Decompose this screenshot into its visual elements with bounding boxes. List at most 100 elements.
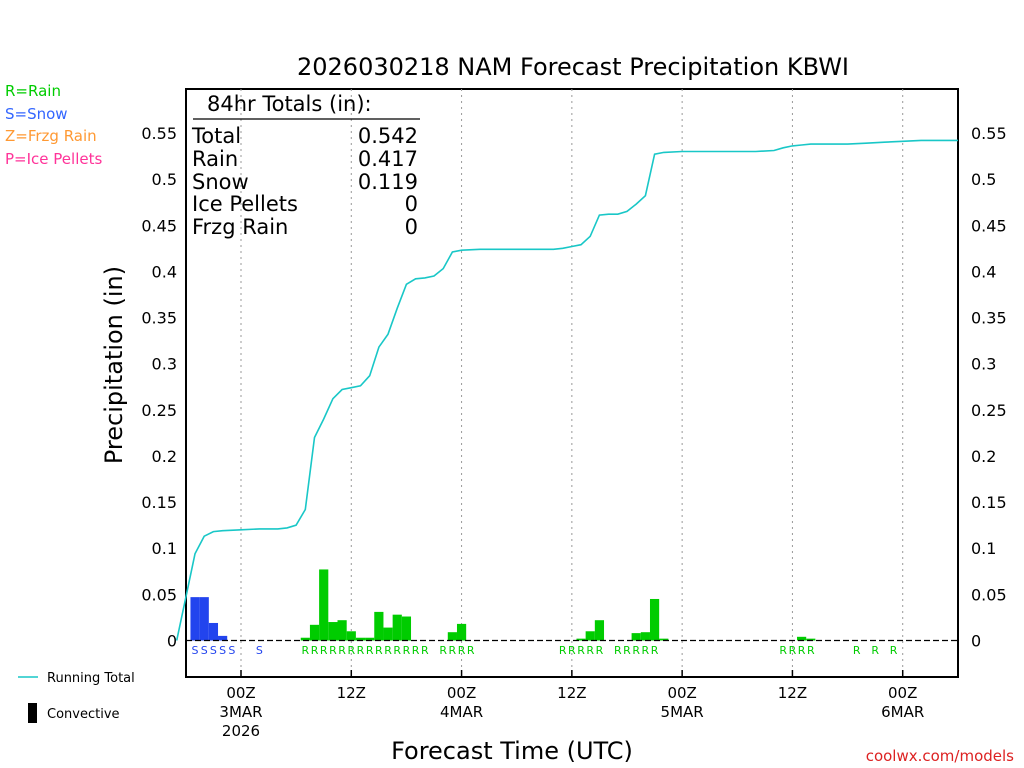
y-tick-label-left: 0.2: [152, 447, 177, 466]
precip-type-marker: S: [210, 644, 217, 657]
grid-layer: [240, 89, 904, 677]
precip-bar: [806, 638, 816, 641]
precip-bar: [797, 636, 807, 641]
y-tick-label-right: 0.1: [971, 539, 996, 558]
precip-type-marker: R: [467, 644, 475, 657]
y-axis-label: Precipitation (in): [100, 266, 128, 464]
totals-value-rain: 0.417: [358, 147, 418, 171]
precip-type-marker: R: [311, 644, 319, 657]
precip-type-marker: R: [458, 644, 466, 657]
totals-label-snow: Snow: [192, 170, 249, 194]
legend-snow: S=Snow: [5, 105, 68, 123]
precip-bar: [199, 597, 209, 641]
totals-label-rain: Rain: [192, 147, 238, 171]
precip-bar: [649, 598, 660, 641]
precip-bar: [346, 631, 356, 641]
y-tick-label-left: 0.45: [141, 216, 177, 235]
line-layer: [175, 139, 958, 641]
y-tick-label-left: 0.05: [141, 585, 177, 604]
totals-heading: 84hr Totals (in):: [207, 92, 372, 116]
precip-type-marker: R: [384, 644, 392, 657]
credit-text: coolwx.com/models: [866, 747, 1014, 765]
precip-type-marker: R: [642, 644, 650, 657]
x-tick-label: 4MAR: [440, 703, 483, 721]
legend-rain: R=Rain: [5, 82, 61, 100]
precip-bar: [328, 622, 338, 641]
precip-type-marker: S: [256, 644, 263, 657]
precip-type-marker: R: [596, 644, 604, 657]
y-tick-label-right: 0.25: [971, 401, 1007, 420]
precip-type-marker: R: [449, 644, 457, 657]
totals-value-frzg-rain: 0: [405, 215, 418, 239]
totals-value-total: 0.542: [358, 124, 418, 148]
y-tick-label-left: 0.35: [141, 309, 177, 328]
precip-type-marker: R: [393, 644, 401, 657]
totals-value-ice-pellets: 0: [405, 192, 418, 216]
y-tick-label-left: 0.1: [152, 539, 177, 558]
x-tick-label: 00Z: [226, 684, 255, 702]
y-tick-label-right: 0.4: [971, 262, 996, 281]
totals-box: 84hr Totals (in): Total 0.542 Rain 0.417…: [191, 92, 420, 239]
precip-bar: [208, 622, 219, 641]
precip-type-marker: R: [439, 644, 447, 657]
precip-type-marker: R: [779, 644, 787, 657]
precip-type-marker: R: [375, 644, 383, 657]
x-tick-label: 00Z: [447, 684, 476, 702]
x-tick-label: 00Z: [888, 684, 917, 702]
y-tick-label-left: 0: [167, 632, 177, 651]
totals-value-snow: 0.119: [358, 170, 418, 194]
precip-type-marker: R: [338, 644, 346, 657]
y-tick-label-left: 0.55: [141, 124, 177, 143]
precip-bar: [585, 631, 595, 641]
precip-type-marker: R: [559, 644, 567, 657]
precip-bar: [190, 597, 200, 641]
y-tick-label-left: 0.3: [152, 355, 177, 374]
y-tick-label-right: 0.15: [971, 493, 1007, 512]
y-axis-ticks: 0 00.05 0.050.1 0.10.15 0.150.2 0.20.25 0.250.…: [141, 124, 1006, 651]
precip-type-marker: R: [890, 644, 898, 657]
precip-type-marker: R: [871, 644, 879, 657]
precip-type-marker: R: [568, 644, 576, 657]
y-tick-label-right: 0.55: [971, 124, 1007, 143]
x-tick-label: 3MAR: [219, 703, 262, 721]
precip-type-marker: S: [219, 644, 226, 657]
precip-type-marker: R: [302, 644, 310, 657]
x-tick-label: 12Z: [557, 684, 586, 702]
running-total-legend-label: Running Total: [47, 671, 135, 686]
precip-bar: [640, 632, 650, 641]
precip-type-marker: R: [586, 644, 594, 657]
y-tick-label-left: 0.15: [141, 493, 177, 512]
precip-type-marker: R: [403, 644, 411, 657]
y-tick-label-left: 0.5: [152, 170, 177, 189]
precip-bar: [659, 638, 669, 641]
x-axis-label: Forecast Time (UTC): [391, 737, 633, 765]
precip-type-marker: R: [412, 644, 420, 657]
precip-type-marker: R: [623, 644, 631, 657]
y-tick-label-right: 0: [971, 632, 981, 651]
y-tick-label-right: 0.3: [971, 355, 996, 374]
precip-bar: [355, 637, 366, 641]
precip-bar: [218, 635, 228, 641]
precip-bar: [374, 611, 384, 641]
legend-frzg-rain: Z=Frzg Rain: [5, 127, 97, 145]
precip-type-marker: R: [329, 644, 337, 657]
bar-layer: [190, 569, 816, 641]
legend-ice-pellets: P=Ice Pellets: [5, 150, 102, 168]
precip-type-marker: R: [614, 644, 622, 657]
precip-type-marker: R: [357, 644, 365, 657]
precip-type-marker: R: [807, 644, 815, 657]
precip-bar: [594, 620, 605, 641]
totals-label-ice-pellets: Ice Pellets: [192, 192, 298, 216]
precip-bar: [309, 624, 320, 641]
precip-bar: [447, 632, 457, 641]
precip-type-marker: R: [789, 644, 797, 657]
totals-label-total: Total: [191, 124, 241, 148]
precip-type-marker: R: [853, 644, 861, 657]
y-tick-label-left: 0.4: [152, 262, 177, 281]
y-tick-label-right: 0.45: [971, 216, 1007, 235]
precip-type-marker: S: [192, 644, 199, 657]
y-tick-label-right: 0.05: [971, 585, 1007, 604]
running-total-line: [175, 139, 958, 641]
